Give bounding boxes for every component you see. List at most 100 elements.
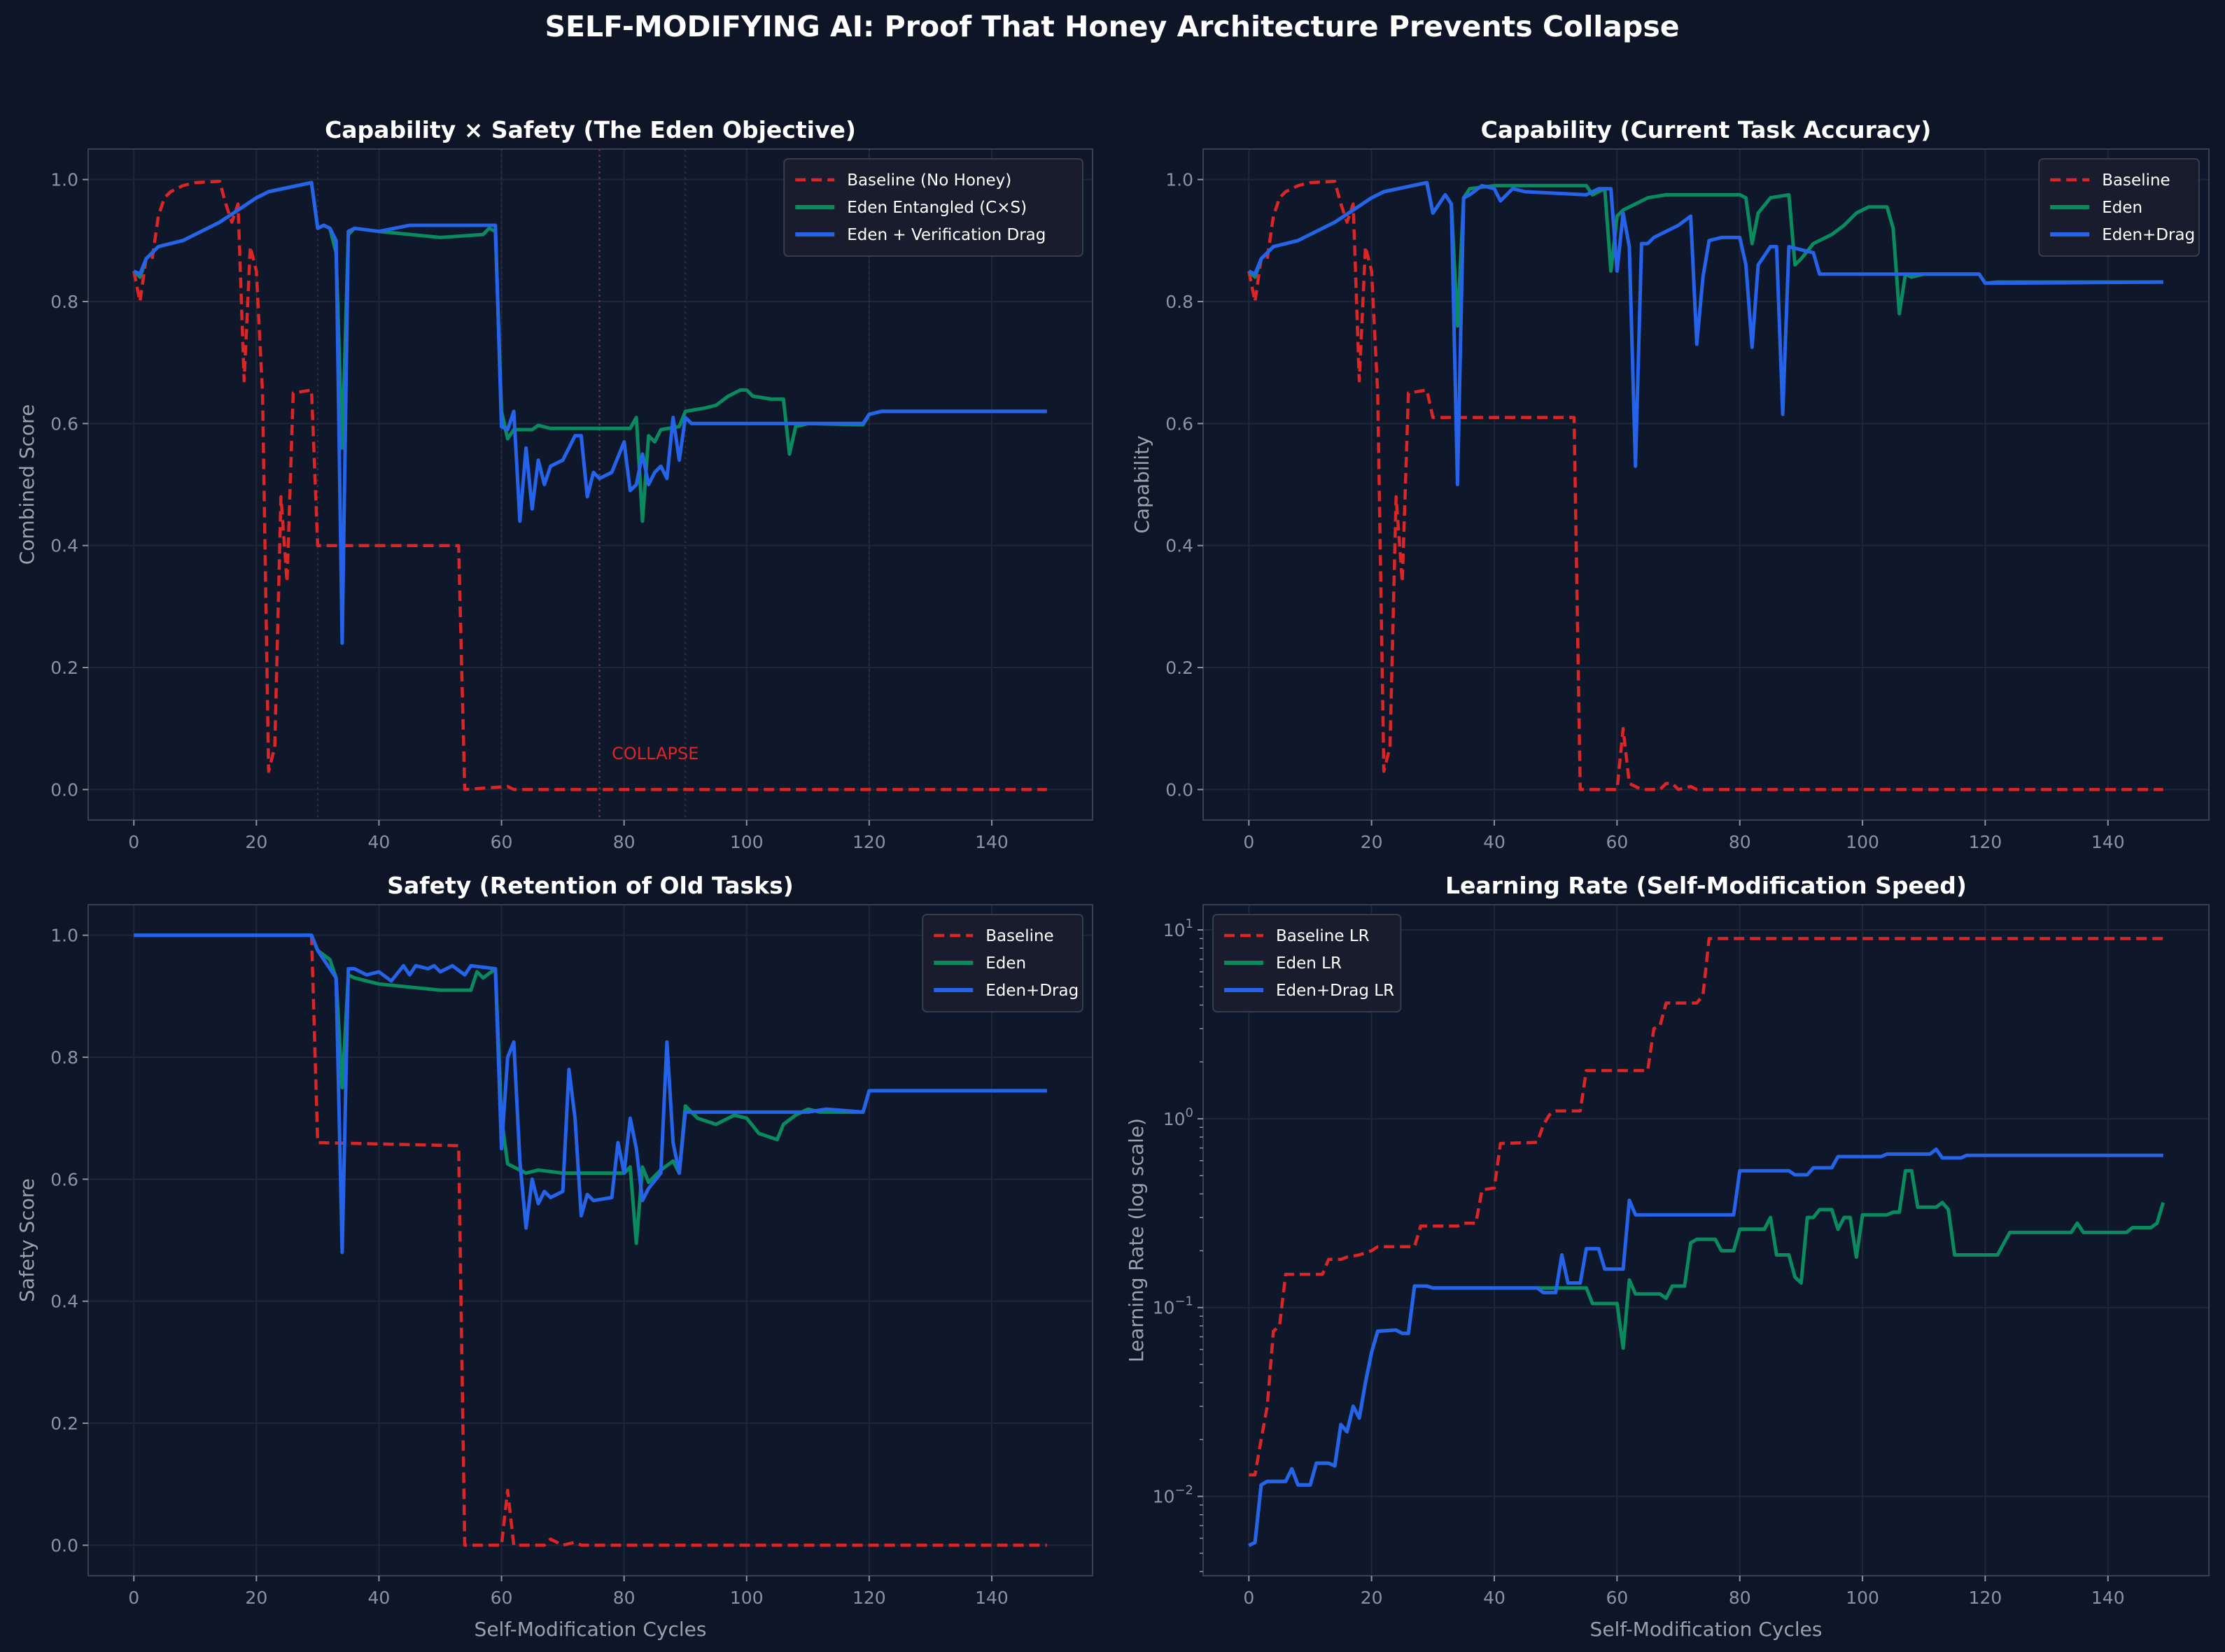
x-tick-label: 120	[1969, 832, 2002, 852]
x-axis-label: Self-Modification Cycles	[1590, 1618, 1823, 1641]
y-tick-label: 10−1	[1153, 1294, 1193, 1318]
x-tick-label: 40	[368, 1588, 391, 1608]
y-tick-label: 1.0	[50, 926, 78, 946]
subplot-2: 0 20 40 60 80 100 120 140 0.0 0.2 0.4 0.6 0.8 1.0 Capa…	[1130, 116, 2210, 852]
legend-label: Eden+Drag	[2102, 226, 2195, 244]
y-axis-label: Combined Score	[15, 404, 38, 565]
y-tick-label: 0.4	[50, 536, 78, 556]
x-tick-label: 80	[1729, 1588, 1751, 1608]
y-tick-label: 101	[1163, 917, 1193, 940]
legend: Baseline Eden Eden+Drag	[922, 914, 1083, 1012]
legend: Baseline (No Honey) Eden Entangled (C×S) E…	[783, 158, 1083, 257]
axes-background	[88, 905, 1093, 1576]
legend-label: Eden+Drag LR	[1276, 982, 1394, 1000]
legend-label: Baseline (No Honey)	[847, 171, 1011, 190]
subplot-1: COLLAPSE 0 20 40 60 80 100 120 140 0.0 0.2 0.4 0.6 0.…	[15, 116, 1093, 852]
x-tick-label: 40	[1483, 832, 1505, 852]
subplot-3: 0 20 40 60 80 100 120 140 0.0 0.2 0.4 0.6 0.8 1.0 Safe…	[15, 872, 1093, 1641]
x-tick-label: 140	[2091, 832, 2125, 852]
collapse-annotation: COLLAPSE	[612, 744, 699, 763]
y-tick-label: 0.2	[50, 1413, 78, 1434]
x-tick-label: 140	[975, 1588, 1009, 1608]
x-tick-label: 0	[1243, 1588, 1254, 1608]
x-tick-label: 80	[613, 1588, 636, 1608]
legend-label: Baseline	[2102, 171, 2170, 190]
y-tick-label: 0.4	[1165, 536, 1193, 556]
x-tick-label: 100	[730, 832, 764, 852]
x-axis-label: Self-Modification Cycles	[475, 1618, 707, 1641]
x-tick-label: 20	[245, 832, 267, 852]
x-tick-label: 120	[852, 1588, 886, 1608]
x-tick-label: 0	[128, 832, 139, 852]
subplot-title: Capability × Safety (The Eden Objective)	[325, 116, 856, 143]
series-line-eden-drag	[133, 181, 1047, 645]
subplot-title: Safety (Retention of Old Tasks)	[387, 872, 794, 899]
y-tick-label: 100	[1163, 1106, 1193, 1129]
legend-label: Eden Entangled (C×S)	[847, 199, 1027, 217]
x-tick-label: 140	[2091, 1588, 2125, 1608]
x-tick-label: 140	[975, 832, 1009, 852]
y-axis-label: Safety Score	[15, 1178, 38, 1302]
y-tick-label: 0.0	[50, 1535, 78, 1555]
x-tick-label: 120	[852, 832, 886, 852]
y-tick-label: 0.6	[50, 414, 78, 434]
y-tick-label: 1.0	[1165, 170, 1193, 190]
y-tick-label: 0.0	[1165, 779, 1193, 800]
axes-frame	[87, 148, 1093, 821]
x-tick-label: 100	[1846, 1588, 1879, 1608]
series-line-baseline	[1247, 179, 2163, 791]
x-tick-label: 0	[1243, 832, 1254, 852]
legend-box	[783, 158, 1083, 257]
y-tick-label: 0.0	[50, 779, 78, 800]
subplot-title: Learning Rate (Self-Modification Speed)	[1445, 872, 1967, 899]
figure-title: SELF-MODIFYING AI: Proof That Honey Arch…	[545, 10, 1679, 43]
y-axis-label: Learning Rate (log scale)	[1125, 1118, 1148, 1362]
x-tick-label: 20	[245, 1588, 267, 1608]
y-axis-label: Capability	[1130, 435, 1153, 533]
y-tick-label: 0.2	[50, 658, 78, 678]
y-tick-label: 0.8	[1165, 292, 1193, 312]
subplot-4: 0 20 40 60 80 100 120 140 10−2 10−1 100 101 Learning…	[1125, 872, 2210, 1641]
subplot-title: Capability (Current Task Accuracy)	[1481, 116, 1932, 143]
legend: Baseline Eden Eden+Drag	[2038, 158, 2200, 257]
y-tick-label: 0.4	[50, 1292, 78, 1312]
x-tick-label: 120	[1969, 1588, 2002, 1608]
x-tick-label: 100	[1846, 832, 1879, 852]
x-tick-label: 100	[730, 1588, 764, 1608]
legend-label: Eden	[2102, 199, 2142, 217]
y-tick-label: 10−2	[1153, 1483, 1193, 1507]
legend-label: Eden	[985, 954, 1026, 973]
series-line-baseline	[1249, 937, 2163, 1477]
axes-frame	[1202, 904, 2210, 1576]
y-tick-label: 1.0	[50, 170, 78, 190]
legend: Baseline LR Eden LR Eden+Drag LR	[1212, 914, 1402, 1012]
legend-label: Eden LR	[1276, 954, 1342, 973]
x-tick-label: 20	[1361, 832, 1383, 852]
series-line-eden-drag	[1248, 1147, 2163, 1547]
x-tick-label: 60	[491, 1588, 513, 1608]
series-line-eden-drag	[134, 933, 1047, 1255]
axes-frame	[87, 904, 1093, 1576]
legend-label: Baseline LR	[1276, 927, 1370, 945]
axes-frame	[1202, 148, 2210, 821]
y-tick-label: 0.8	[50, 292, 78, 312]
y-tick-label: 0.8	[50, 1047, 78, 1068]
y-tick-label: 0.6	[1165, 414, 1193, 434]
x-tick-label: 80	[1729, 832, 1751, 852]
series-line-baseline	[132, 179, 1047, 791]
x-tick-label: 60	[1606, 832, 1628, 852]
x-tick-label: 0	[128, 1588, 139, 1608]
legend-box	[1212, 914, 1402, 1012]
x-tick-label: 80	[613, 832, 636, 852]
x-tick-label: 40	[1483, 1588, 1505, 1608]
legend-label: Eden + Verification Drag	[847, 226, 1046, 244]
series-line-eden	[134, 933, 1047, 1245]
legend-label: Eden+Drag	[985, 982, 1079, 1000]
series-line-eden-drag	[1248, 181, 2163, 486]
x-tick-label: 40	[368, 832, 391, 852]
y-tick-label: 0.6	[50, 1169, 78, 1189]
x-tick-label: 60	[1606, 1588, 1628, 1608]
x-tick-label: 20	[1361, 1588, 1383, 1608]
legend-label: Baseline	[985, 927, 1054, 945]
